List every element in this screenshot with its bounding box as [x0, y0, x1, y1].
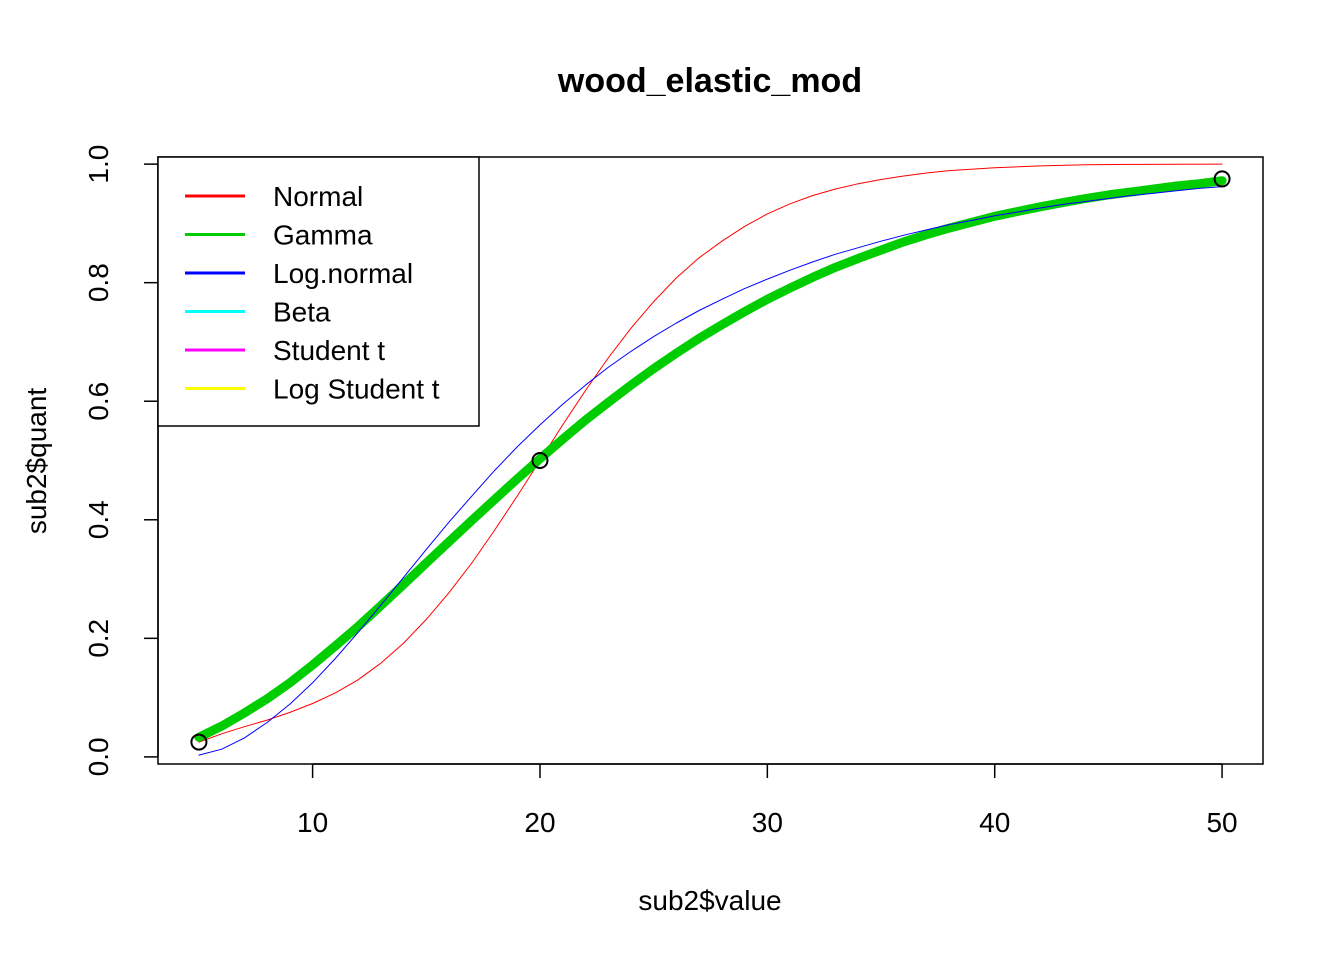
series-line-normal: [198, 163, 1223, 743]
x-axis-label: sub2$value: [638, 885, 781, 916]
chart-title: wood_elastic_mod: [557, 62, 862, 100]
data-point-2: [531, 452, 549, 469]
y-tick-label: 1.0: [83, 145, 114, 184]
x-tick-label: 50: [1206, 807, 1237, 838]
y-tick-label: 0.6: [83, 382, 114, 421]
legend-label: Log.normal: [273, 258, 413, 289]
legend-label: Normal: [273, 181, 363, 212]
y-axis-label: sub2$quant: [21, 388, 52, 535]
x-tick-label: 40: [979, 807, 1010, 838]
series-line-log-normal: [198, 186, 1223, 756]
x-tick-label: 20: [524, 807, 555, 838]
x-tick-label: 30: [752, 807, 783, 838]
y-tick-label: 0.0: [83, 737, 114, 776]
y-tick-label: 0.2: [83, 619, 114, 658]
x-tick-label: 10: [297, 807, 328, 838]
y-tick-label: 0.8: [83, 263, 114, 302]
legend-label: Gamma: [273, 220, 373, 251]
y-tick-label: 0.4: [83, 500, 114, 539]
legend-label: Beta: [273, 297, 331, 328]
plot-area: [190, 163, 1231, 756]
data-point-3: [1213, 170, 1231, 188]
legend-label: Student t: [273, 335, 385, 366]
legend: Normal Gamma Log.normal Beta Student t Log St…: [157, 156, 480, 427]
legend-label: Log Student t: [273, 374, 440, 405]
series-line-gamma: [194, 176, 1227, 742]
legend-box: [157, 156, 480, 427]
data-point-1: [190, 733, 208, 751]
